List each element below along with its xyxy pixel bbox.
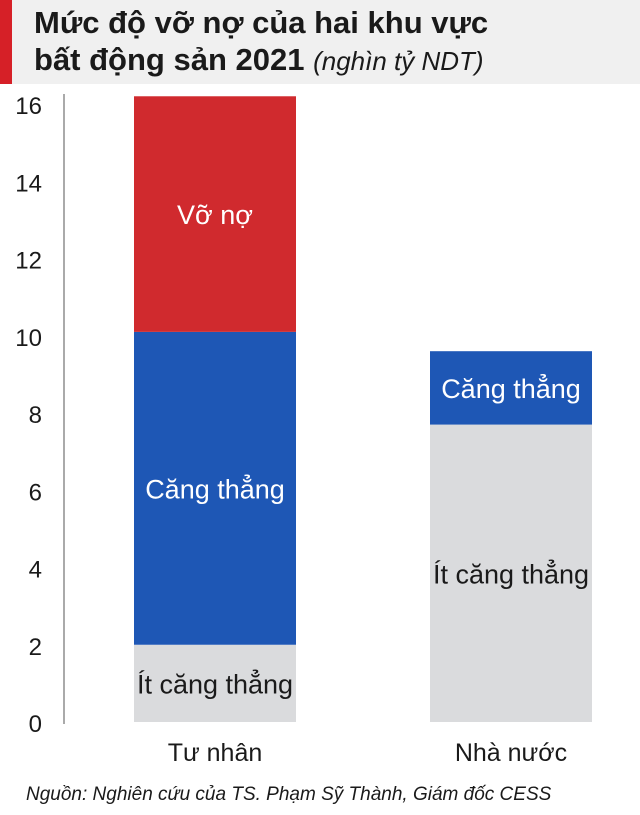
- y-tick-label: 2: [29, 634, 42, 661]
- title-line-1: Mức độ vỡ nợ của hai khu vực: [34, 5, 489, 40]
- segment-label: Căng thẳng: [145, 472, 285, 504]
- y-tick-label: 10: [15, 325, 42, 352]
- x-category-label: Tư nhân: [168, 739, 263, 767]
- stacked-bar-chart: 0 2 4 6 8 10 12 14 16 Ít căng thẳng Căng thẳng Vỡ n…: [15, 93, 592, 767]
- y-tick-label: 4: [29, 557, 42, 584]
- y-tick-label: 12: [15, 248, 42, 275]
- segment-label: Căng thẳng: [441, 372, 581, 404]
- bar-segment: [134, 644, 296, 722]
- bar-segment: [430, 351, 592, 425]
- segment-label: Ít căng thẳng: [137, 667, 293, 699]
- accent-bar: [0, 0, 12, 84]
- bar-segment: [134, 96, 296, 332]
- unit-label: (nghìn tỷ NDT): [313, 46, 484, 76]
- title-line-2: bất động sản 2021: [34, 42, 305, 77]
- source-note: Nguồn: Nghiên cứu của TS. Phạm Sỹ Thành,…: [26, 784, 552, 805]
- y-tick-label: 14: [15, 170, 42, 197]
- y-tick-label: 8: [29, 402, 42, 429]
- segment-label: Vỡ nợ: [177, 200, 253, 230]
- segment-label: Ít căng thẳng: [433, 557, 589, 589]
- x-category-label: Nhà nước: [455, 739, 567, 767]
- bar-segment: [430, 424, 592, 722]
- y-tick-label: 6: [29, 479, 42, 506]
- chart-header: Mức độ vỡ nợ của hai khu vực bất động sả…: [0, 0, 640, 84]
- y-tick-label: 16: [15, 93, 42, 120]
- chart-title: Mức độ vỡ nợ của hai khu vực bất động sả…: [34, 4, 634, 80]
- y-tick-label: 0: [29, 711, 42, 738]
- bar-segment: [134, 331, 296, 645]
